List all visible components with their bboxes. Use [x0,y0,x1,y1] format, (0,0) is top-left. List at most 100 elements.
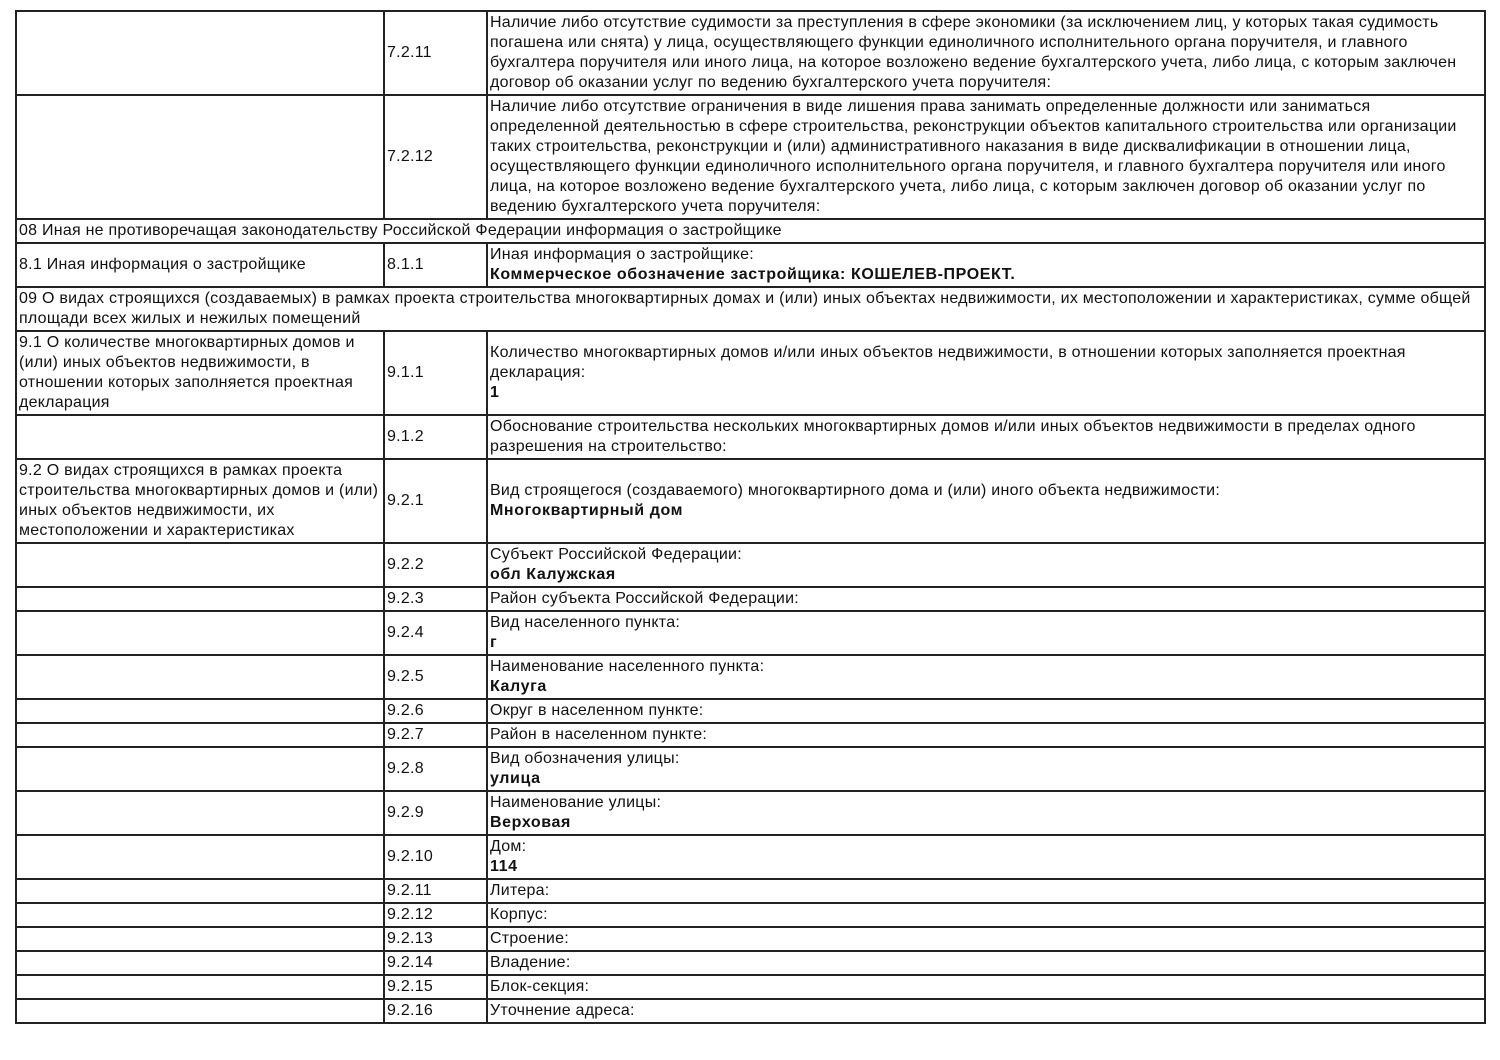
table-row: 9.2.5 Наименование населенного пункта: Кал… [15,654,1486,700]
field-label: Дом: [490,838,527,855]
table-row: 7.2.11 Наличие либо отсутствие судимости … [15,10,1486,96]
content-cell: Литера: [486,878,1486,904]
field-value: Коммерческое обозначение застройщика: КО… [490,266,1016,283]
field-label: Округ в населенном пункте: [490,702,704,719]
code-cell: 8.1.1 [383,242,488,288]
content-cell: Субъект Российской Федерации: обл Калужск… [486,542,1486,588]
code-cell: 9.2.14 [383,950,488,976]
table-row: 7.2.12 Наличие либо отсутствие ограничени… [15,94,1486,220]
field-label: Уточнение адреса: [490,1002,635,1019]
subsection-cell [15,610,385,656]
content-cell: Район субъекта Российской Федерации: [486,586,1486,612]
table-row: 9.2.13 Строение: [15,926,1486,952]
table-row: 9.2.11 Литера: [15,878,1486,904]
content-cell: Наименование населенного пункта: Калуга [486,654,1486,700]
content-cell: Обоснование строительства нескольких мно… [486,414,1486,460]
field-label: Корпус: [490,906,548,923]
content-cell: Район в населенном пункте: [486,722,1486,748]
code-cell: 9.2.2 [383,542,488,588]
code-cell: 9.2.13 [383,926,488,952]
content-cell: Строение: [486,926,1486,952]
content-cell: Наименование улицы: Верховая [486,790,1486,836]
field-label: Наименование улицы: [490,794,662,811]
table-row: 9.2.2 Субъект Российской Федерации: обл Ка… [15,542,1486,588]
content-cell: Округ в населенном пункте: [486,698,1486,724]
section-header-row: 08 Иная не противоречащая законодательст… [15,218,1486,244]
field-value: 1 [490,384,500,401]
field-label: Владение: [490,954,571,971]
content-cell: Корпус: [486,902,1486,928]
subsection-cell: 9.2 О видах строящихся в рамках проекта … [15,458,385,544]
section-header-row: 09 О видах строящихся (создаваемых) в ра… [15,286,1486,332]
field-label: Вид обозначения улицы: [490,750,680,767]
code-cell: 9.2.7 [383,722,488,748]
table-row: 9.2.3 Район субъекта Российской Федерации… [15,586,1486,612]
content-cell: Блок-секция: [486,974,1486,1000]
code-cell: 9.2.8 [383,746,488,792]
field-label: Наличие либо отсутствие ограничения в ви… [490,98,1457,215]
code-cell: 9.2.1 [383,458,488,544]
code-cell: 9.2.6 [383,698,488,724]
field-label: Наличие либо отсутствие судимости за пре… [490,14,1457,91]
field-value: Многоквартирный дом [490,502,684,519]
table-row: 9.2 О видах строящихся в рамках проекта … [15,458,1486,544]
field-label: Строение: [490,930,569,947]
code-cell: 9.1.1 [383,330,488,416]
field-value: обл Калужская [490,566,616,583]
code-cell: 9.2.3 [383,586,488,612]
code-cell: 9.2.15 [383,974,488,1000]
subsection-cell [15,926,385,952]
subsection-cell [15,834,385,880]
field-value: г [490,634,498,651]
code-cell: 7.2.11 [383,10,488,96]
section-header: 09 О видах строящихся (создаваемых) в ра… [15,286,1486,332]
subsection-cell: 9.1 О количестве многоквартирных домов и… [15,330,385,416]
content-cell: Дом: 114 [486,834,1486,880]
field-value: Верховая [490,814,571,831]
field-label: Район субъекта Российской Федерации: [490,590,799,607]
subsection-cell [15,722,385,748]
subsection-cell [15,974,385,1000]
field-label: Блок-секция: [490,978,590,995]
subsection-cell [15,998,385,1024]
field-label: Обоснование строительства нескольких мно… [490,418,1416,455]
table-row: 8.1 Иная информация о застройщике 8.1.1 Ин… [15,242,1486,288]
subsection-cell [15,878,385,904]
content-cell: Вид населенного пункта: г [486,610,1486,656]
code-cell: 9.2.4 [383,610,488,656]
table-row: 9.2.16 Уточнение адреса: [15,998,1486,1024]
code-cell: 9.2.16 [383,998,488,1024]
field-label: Субъект Российской Федерации: [490,546,742,563]
subsection-cell [15,10,385,96]
subsection-cell [15,542,385,588]
content-cell: Уточнение адреса: [486,998,1486,1024]
content-cell: Наличие либо отсутствие судимости за пре… [486,10,1486,96]
subsection-cell [15,654,385,700]
content-cell: Владение: [486,950,1486,976]
subsection-cell: 8.1 Иная информация о застройщике [15,242,385,288]
table-row: 9.2.8 Вид обозначения улицы: улица [15,746,1486,792]
subsection-cell [15,94,385,220]
field-label: Район в населенном пункте: [490,726,708,743]
subsection-cell [15,746,385,792]
table-row: 9.2.4 Вид населенного пункта: г [15,610,1486,656]
code-cell: 9.2.10 [383,834,488,880]
content-cell: Вид обозначения улицы: улица [486,746,1486,792]
code-cell: 9.2.5 [383,654,488,700]
content-cell: Количество многоквартирных домов и/или и… [486,330,1486,416]
field-label: Количество многоквартирных домов и/или и… [490,344,1406,381]
table-row: 9.2.15 Блок-секция: [15,974,1486,1000]
subsection-cell [15,790,385,836]
field-value: Калуга [490,678,547,695]
subsection-cell [15,902,385,928]
table-row: 9.1 О количестве многоквартирных домов и… [15,330,1486,416]
content-cell: Иная информация о застройщике: Коммерческ… [486,242,1486,288]
field-value: улица [490,770,541,787]
field-label: Литера: [490,882,550,899]
code-cell: 7.2.12 [383,94,488,220]
field-label: Иная информация о застройщике: [490,246,754,263]
subsection-cell [15,414,385,460]
subsection-cell [15,586,385,612]
declaration-table: 7.2.11 Наличие либо отсутствие судимости … [15,10,1486,1024]
table-row: 9.2.6 Округ в населенном пункте: [15,698,1486,724]
